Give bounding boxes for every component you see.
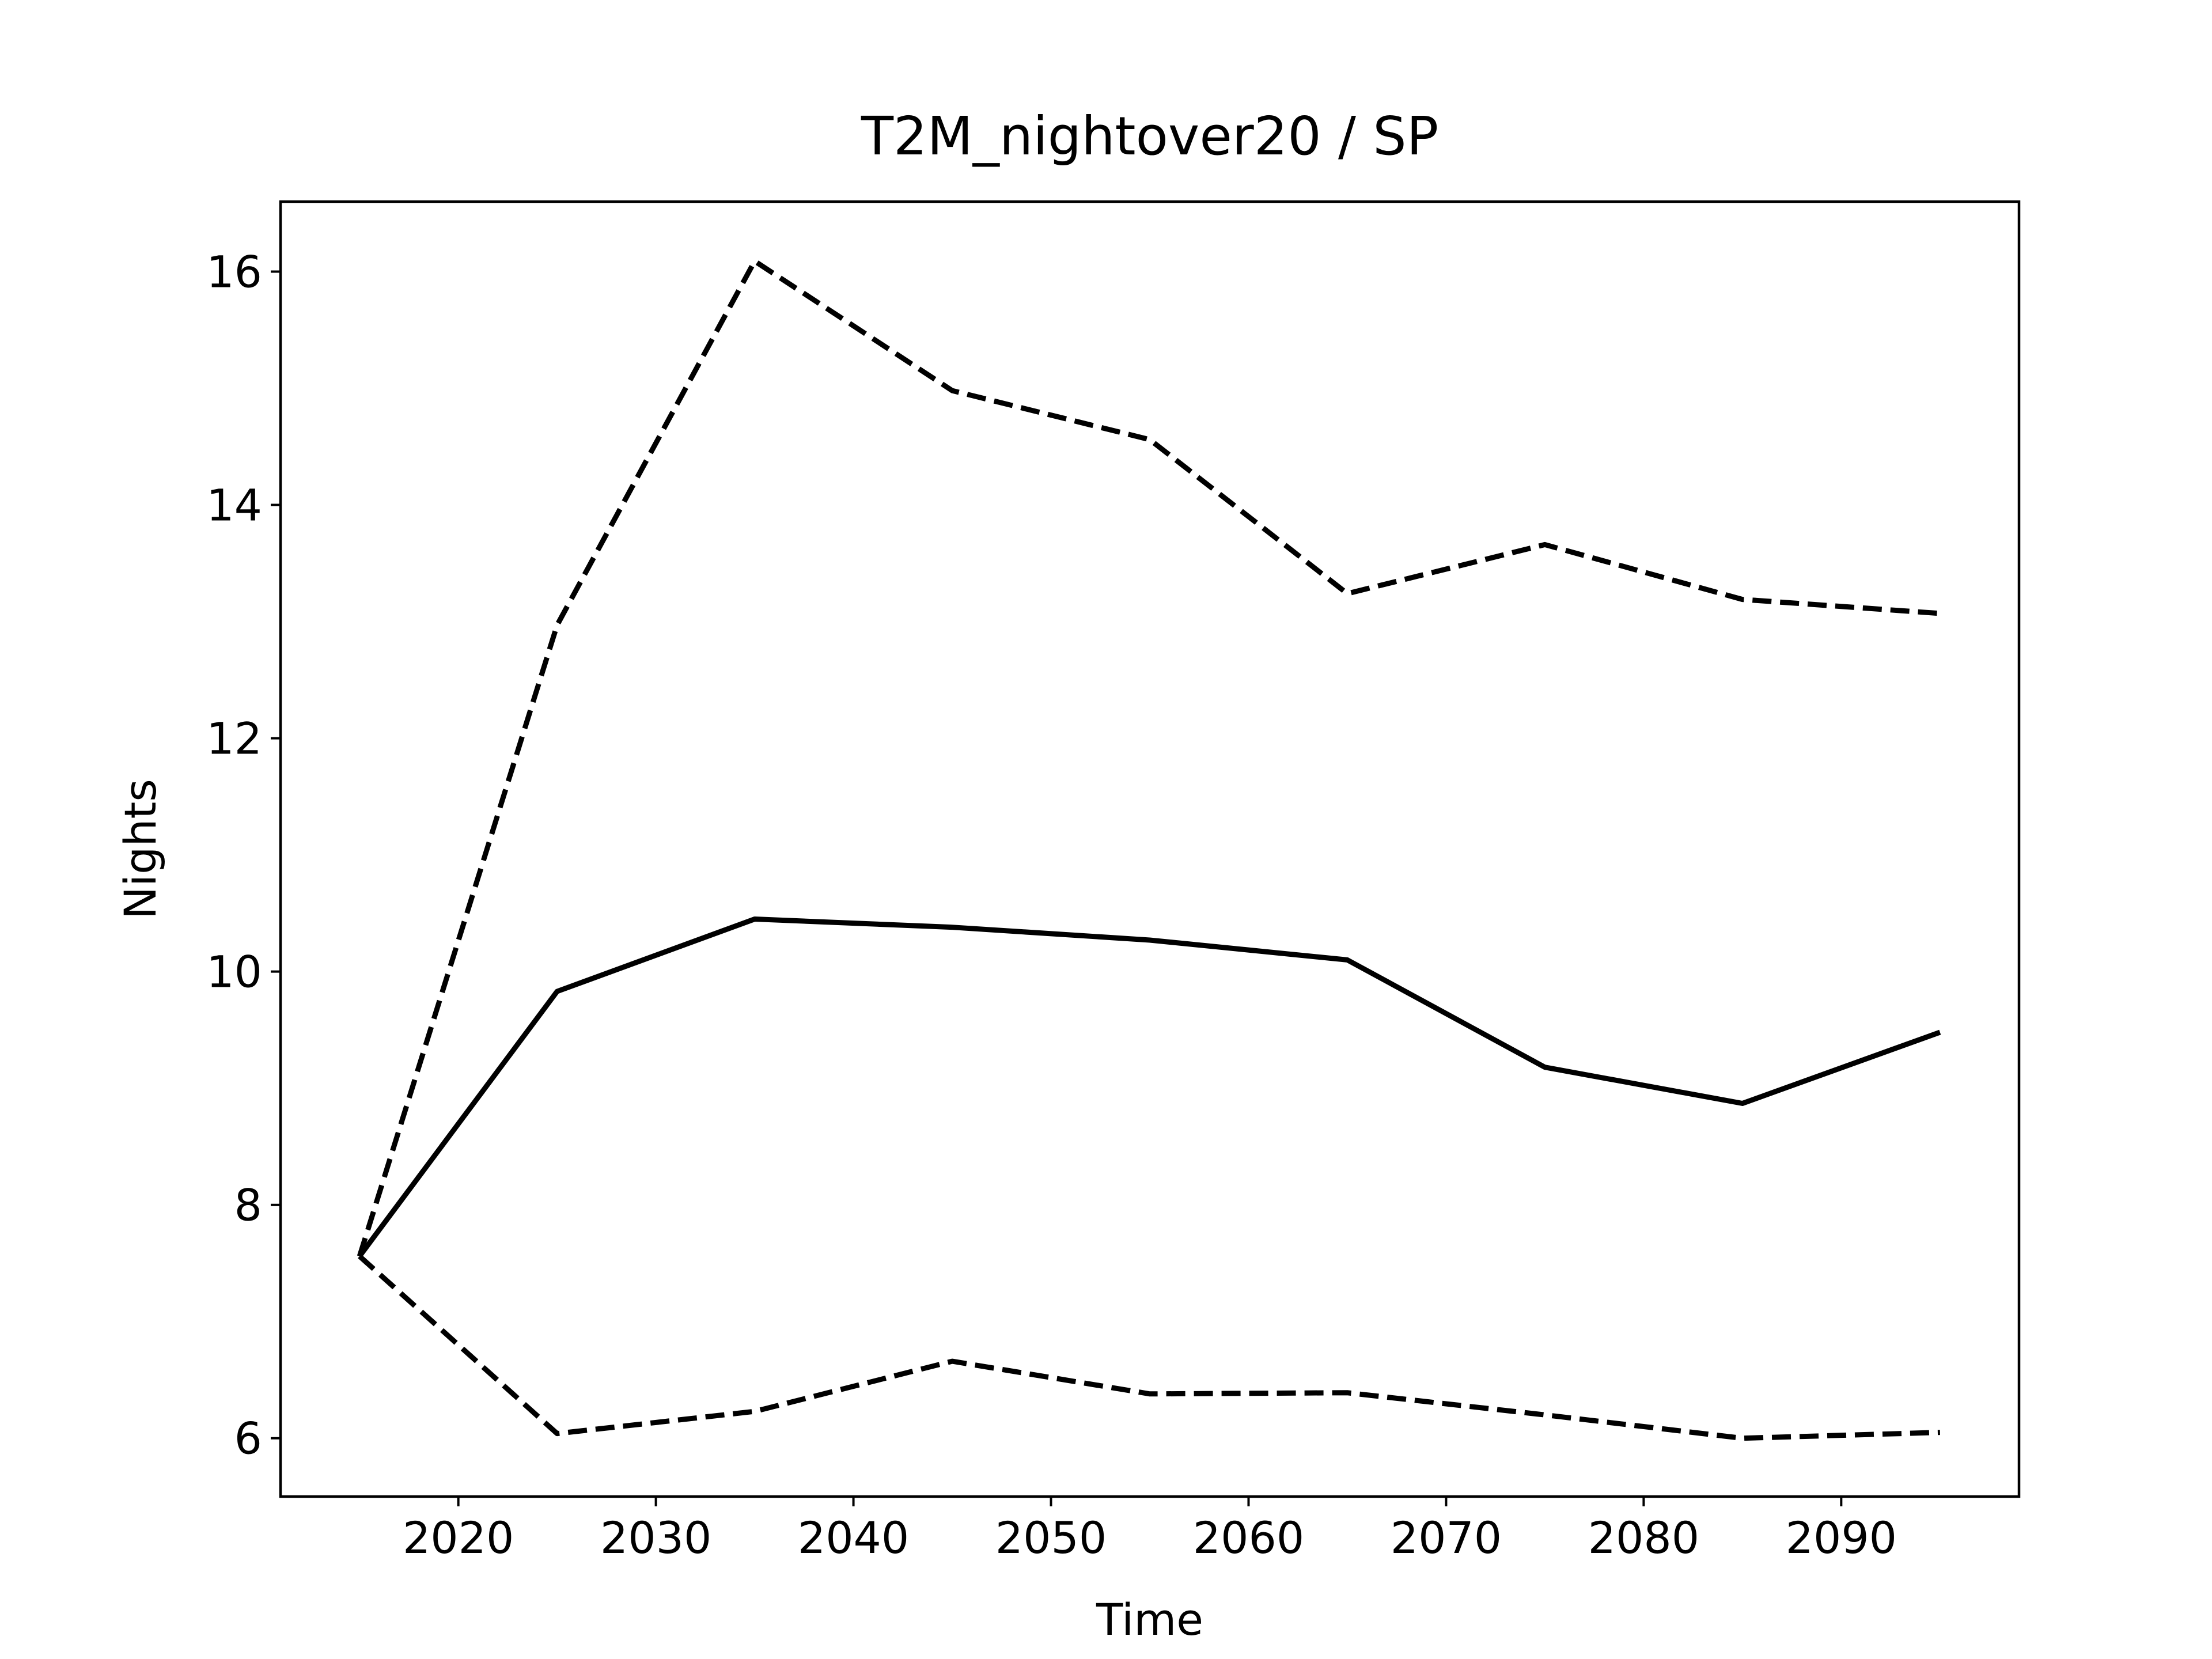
x-tick-label: 2060 (1193, 1512, 1304, 1563)
x-tick-label: 2080 (1588, 1512, 1699, 1563)
chart-title: T2M_nightover20 / SP (861, 105, 1438, 167)
x-tick-label: 2030 (600, 1512, 711, 1563)
y-axis-label: Nights (115, 779, 166, 919)
x-axis-label: Time (1096, 1594, 1203, 1645)
series-line (357, 258, 1941, 1257)
x-tick-label: 2040 (798, 1512, 909, 1563)
x-tick-label: 2050 (995, 1512, 1107, 1563)
y-tick-label: 14 (206, 480, 262, 531)
series-line (358, 1254, 1940, 1441)
x-tick-label: 2070 (1391, 1512, 1502, 1563)
x-tick-label: 2020 (403, 1512, 514, 1563)
x-tick-label: 2090 (1786, 1512, 1897, 1563)
axes-frame (279, 200, 2021, 1498)
y-tick-label: 6 (234, 1413, 262, 1464)
series-line (357, 916, 1941, 1258)
y-tick-label: 16 (206, 247, 262, 298)
y-tick-label: 8 (234, 1180, 262, 1231)
y-tick-label: 10 (206, 946, 262, 998)
y-tick-label: 12 (206, 713, 262, 764)
plot-area (357, 258, 1941, 1441)
